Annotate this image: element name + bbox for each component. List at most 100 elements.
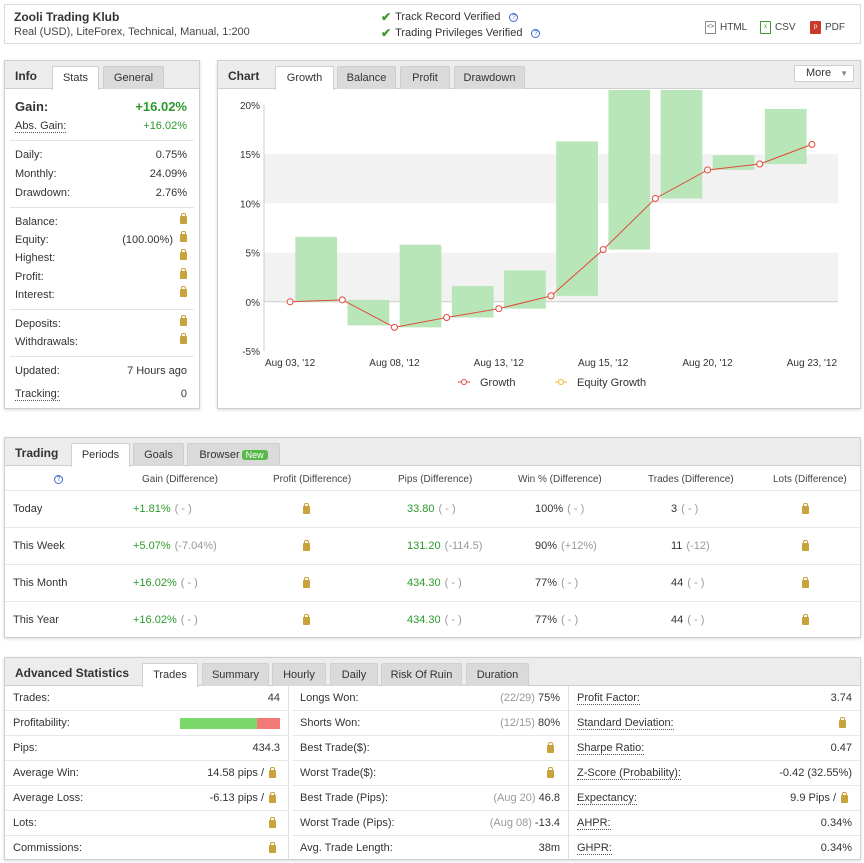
help-icon[interactable]: ? xyxy=(509,12,519,22)
stat-label: Average Loss: xyxy=(13,792,84,804)
y-tick-label: 0% xyxy=(246,298,261,309)
stat-label[interactable]: Profit Factor: xyxy=(577,692,640,705)
more-dropdown[interactable]: More ▼ xyxy=(794,65,854,82)
adv-title: Advanced Statistics xyxy=(15,666,130,680)
stat-row: Avg. Trade Length: 38m xyxy=(292,836,568,861)
growth-point xyxy=(756,160,764,168)
trading-title: Trading xyxy=(15,446,59,460)
stat-row: Profitability: xyxy=(5,711,288,736)
bar xyxy=(660,90,703,199)
stat-value: -0.42 (32.55%) xyxy=(779,767,852,779)
export-csv-button[interactable]: x CSV xyxy=(760,21,796,34)
header-trades: Trades (Difference) xyxy=(648,474,734,485)
stat-label[interactable]: AHPR: xyxy=(577,817,611,830)
stat-label[interactable]: Sharpe Ratio: xyxy=(577,742,645,755)
tab-risk-of-ruin[interactable]: Risk Of Ruin xyxy=(381,663,462,686)
stat-label: Average Win: xyxy=(13,767,79,779)
gain-label: Gain: xyxy=(15,99,49,114)
tab-profit[interactable]: Profit xyxy=(400,66,450,89)
stat-value: (Aug 08) -13.4 xyxy=(489,817,560,829)
y-tick-label: 15% xyxy=(240,150,260,161)
tab-drawdown[interactable]: Drawdown xyxy=(454,66,525,89)
growth-point xyxy=(338,296,346,304)
abs-gain-value: +16.02% xyxy=(143,120,187,132)
stat-label: Pips: xyxy=(13,742,38,754)
tracking-label[interactable]: Tracking: xyxy=(15,388,60,401)
tab-growth[interactable]: Growth xyxy=(275,66,334,90)
export-pdf-button[interactable]: p PDF xyxy=(810,21,845,34)
tab-general[interactable]: General xyxy=(103,66,164,89)
lock-icon xyxy=(303,540,310,551)
stat-value: 0.34% xyxy=(820,842,852,854)
stat-label[interactable]: GHPR: xyxy=(577,842,612,855)
html-file-icon: <> xyxy=(705,21,716,34)
tab-periods[interactable]: Periods xyxy=(71,443,130,467)
stat-label[interactable]: Z-Score (Probability): xyxy=(577,767,681,780)
trading-header-row: ? Gain (Difference) Profit (Difference) … xyxy=(5,467,860,490)
gain-value: +16.02% xyxy=(135,99,187,114)
divider xyxy=(10,356,194,357)
x-tick-label: Aug 03, '12 xyxy=(265,358,316,369)
pips-cell: 434.30( - ) xyxy=(407,614,462,626)
tab-trades[interactable]: Trades xyxy=(142,663,198,687)
profitability-fill xyxy=(180,718,257,729)
stat-label[interactable]: Standard Deviation: xyxy=(577,717,674,730)
bar xyxy=(399,244,442,328)
stat-value: 0.34% xyxy=(820,817,852,829)
lock-icon xyxy=(839,717,846,728)
help-icon[interactable]: ? xyxy=(531,28,541,38)
abs-gain-label[interactable]: Abs. Gain: xyxy=(15,120,67,133)
lock-icon xyxy=(802,503,809,514)
lock-icon xyxy=(269,817,276,828)
stat-label: Trades: xyxy=(13,692,50,704)
lock-icon xyxy=(269,767,276,778)
gain-cell: +5.07% (-7.04%) xyxy=(133,540,217,552)
monthly-label: Monthly: xyxy=(15,168,57,180)
highest-label: Highest: xyxy=(15,252,56,264)
adv-column-3: Profit Factor: 3.74 Standard Deviation: Sha… xyxy=(569,686,860,861)
stat-label: Lots: xyxy=(13,817,37,829)
lock-icon xyxy=(180,249,187,260)
stat-row: Average Loss: -6.13 pips / xyxy=(5,786,288,811)
stat-row: Sharpe Ratio: 0.47 xyxy=(569,736,860,761)
tab-hourly[interactable]: Hourly xyxy=(272,663,326,686)
adv-tabbar: Advanced Statistics Trades Summary Hourl… xyxy=(5,658,860,687)
pips-cell: 131.20 (-114.5) xyxy=(407,540,483,552)
new-badge: New xyxy=(241,450,268,460)
tab-goals[interactable]: Goals xyxy=(133,443,184,466)
legend-label: Growth xyxy=(480,377,515,389)
table-row: This Month +16.02%( - ) 434.30( - ) 77%( - … xyxy=(5,564,860,601)
trades-cell: 11 (-12) xyxy=(671,540,710,552)
export-html-button[interactable]: <> HTML xyxy=(705,21,748,34)
header-profit: Profit (Difference) xyxy=(273,474,352,485)
stat-value: 9.9 Pips / xyxy=(790,792,836,804)
help-icon[interactable]: ? xyxy=(54,475,63,484)
divider xyxy=(10,207,194,208)
pips-cell: 434.30( - ) xyxy=(407,577,462,589)
tab-summary[interactable]: Summary xyxy=(202,663,269,686)
adv-column-1: Trades: 44 Profitability: Pips: 434.3 Average… xyxy=(5,686,289,861)
account-subtitle: Real (USD), LiteForex, Technical, Manual… xyxy=(14,26,250,38)
lock-icon xyxy=(180,231,187,242)
stat-row: Z-Score (Probability): -0.42 (32.55%) xyxy=(569,761,860,786)
pips-cell: 33.80( - ) xyxy=(407,503,456,515)
equity-percent: (100.00%) xyxy=(122,234,173,246)
growth-point xyxy=(390,323,398,331)
check-icon: ✔ xyxy=(381,10,392,24)
account-header: Zooli Trading Klub Real (USD), LiteForex… xyxy=(4,4,861,44)
balance-label: Balance: xyxy=(15,216,58,228)
tab-duration[interactable]: Duration xyxy=(466,663,529,686)
tab-daily[interactable]: Daily xyxy=(330,663,378,686)
stat-row: GHPR: 0.34% xyxy=(569,836,860,861)
tab-stats[interactable]: Stats xyxy=(52,66,99,90)
stat-label: Avg. Trade Length: xyxy=(300,842,393,854)
updated-value: 7 Hours ago xyxy=(127,365,187,377)
stat-label: Longs Won: xyxy=(300,692,359,704)
stat-row: Shorts Won: (12/15) 80% xyxy=(292,711,568,736)
lock-icon xyxy=(303,577,310,588)
stat-label[interactable]: Expectancy: xyxy=(577,792,637,805)
period-label: Today xyxy=(13,503,43,515)
tab-browser[interactable]: Browser New xyxy=(187,443,280,466)
lock-icon xyxy=(180,315,187,326)
tab-balance[interactable]: Balance xyxy=(337,66,396,89)
